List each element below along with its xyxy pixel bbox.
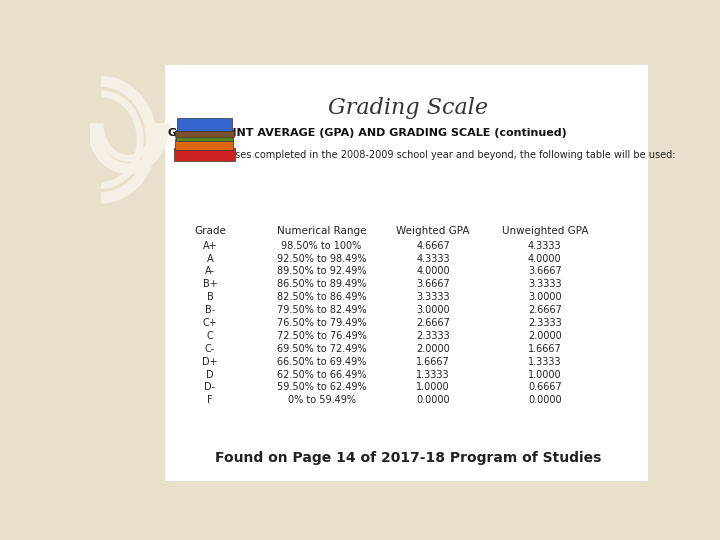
Text: B-: B-	[205, 305, 215, 315]
Text: 2.3333: 2.3333	[528, 318, 562, 328]
Text: 1.0000: 1.0000	[416, 382, 450, 393]
Text: 86.50% to 89.49%: 86.50% to 89.49%	[277, 279, 366, 289]
Text: Grading Scale: Grading Scale	[328, 97, 488, 119]
Text: 3.6667: 3.6667	[528, 266, 562, 276]
Text: 3.0000: 3.0000	[528, 292, 562, 302]
Text: b)   For courses completed in the 2008-2009 school year and beyond, the followin: b) For courses completed in the 2008-200…	[176, 150, 676, 160]
Text: D+: D+	[202, 357, 217, 367]
FancyBboxPatch shape	[166, 65, 648, 481]
Text: 98.50% to 100%: 98.50% to 100%	[282, 241, 361, 251]
Text: 69.50% to 72.49%: 69.50% to 72.49%	[276, 344, 366, 354]
Text: 92.50% to 98.49%: 92.50% to 98.49%	[276, 254, 366, 264]
Text: Weighted GPA: Weighted GPA	[397, 226, 470, 236]
Text: 4.3333: 4.3333	[528, 241, 562, 251]
Text: 0.0000: 0.0000	[528, 395, 562, 406]
Text: 72.50% to 76.49%: 72.50% to 76.49%	[276, 331, 366, 341]
FancyBboxPatch shape	[176, 139, 233, 151]
Text: 76.50% to 79.49%: 76.50% to 79.49%	[276, 318, 366, 328]
Text: 0.0000: 0.0000	[416, 395, 450, 406]
Text: 4.0000: 4.0000	[528, 254, 562, 264]
Text: Grade: Grade	[194, 226, 226, 236]
Text: C: C	[207, 331, 213, 341]
Text: C+: C+	[202, 318, 217, 328]
Text: 3.0000: 3.0000	[416, 305, 450, 315]
FancyBboxPatch shape	[176, 130, 233, 141]
Text: 79.50% to 82.49%: 79.50% to 82.49%	[276, 305, 366, 315]
Text: 2.3333: 2.3333	[416, 331, 450, 341]
Text: A: A	[207, 254, 213, 264]
Text: 62.50% to 66.49%: 62.50% to 66.49%	[276, 369, 366, 380]
Text: Numerical Range: Numerical Range	[276, 226, 366, 236]
Text: Found on Page 14 of 2017-18 Program of Studies: Found on Page 14 of 2017-18 Program of S…	[215, 451, 601, 465]
Text: 4.0000: 4.0000	[416, 266, 450, 276]
Text: F: F	[207, 395, 213, 406]
Text: 2.6667: 2.6667	[528, 305, 562, 315]
Text: D: D	[206, 369, 214, 380]
FancyBboxPatch shape	[175, 131, 234, 137]
Text: B: B	[207, 292, 213, 302]
Text: 3.3333: 3.3333	[528, 279, 562, 289]
Text: 4.6667: 4.6667	[416, 241, 450, 251]
Text: 1.3333: 1.3333	[528, 357, 562, 367]
Text: Unweighted GPA: Unweighted GPA	[502, 226, 588, 236]
Text: 3.6667: 3.6667	[416, 279, 450, 289]
Text: 2.0000: 2.0000	[416, 344, 450, 354]
Text: 3.3333: 3.3333	[416, 292, 450, 302]
Text: GRADE POINT AVERAGE (GPA) AND GRADING SCALE (continued): GRADE POINT AVERAGE (GPA) AND GRADING SC…	[168, 129, 567, 138]
Text: 1.0000: 1.0000	[528, 369, 562, 380]
Text: A+: A+	[202, 241, 217, 251]
Text: B+: B+	[202, 279, 217, 289]
Text: D-: D-	[204, 382, 215, 393]
Text: A-: A-	[205, 266, 215, 276]
Text: 0% to 59.49%: 0% to 59.49%	[287, 395, 356, 406]
Text: 66.50% to 69.49%: 66.50% to 69.49%	[277, 357, 366, 367]
Text: 2.6667: 2.6667	[416, 318, 450, 328]
Text: 1.3333: 1.3333	[416, 369, 450, 380]
FancyBboxPatch shape	[90, 65, 166, 481]
Text: 82.50% to 86.49%: 82.50% to 86.49%	[276, 292, 366, 302]
Text: 89.50% to 92.49%: 89.50% to 92.49%	[276, 266, 366, 276]
Text: 59.50% to 62.49%: 59.50% to 62.49%	[276, 382, 366, 393]
Text: C-: C-	[205, 344, 215, 354]
Text: 2.0000: 2.0000	[528, 331, 562, 341]
FancyBboxPatch shape	[177, 118, 232, 132]
Text: 4.3333: 4.3333	[416, 254, 450, 264]
Text: 1.6667: 1.6667	[528, 344, 562, 354]
Text: 0.6667: 0.6667	[528, 382, 562, 393]
FancyBboxPatch shape	[174, 148, 235, 161]
Text: 1.6667: 1.6667	[416, 357, 450, 367]
